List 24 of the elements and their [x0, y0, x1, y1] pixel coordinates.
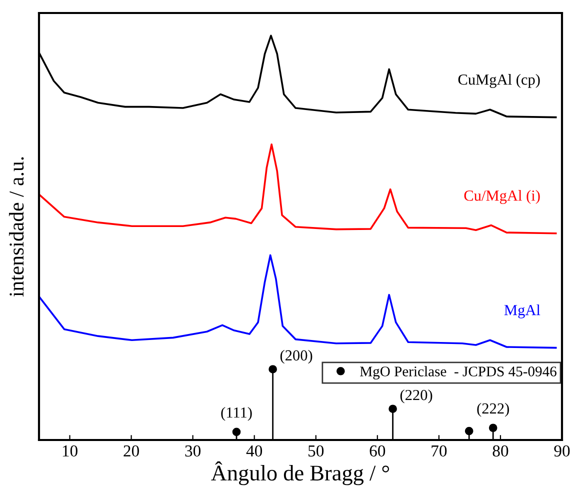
y-axis-title: intensidade / a.u. [8, 157, 24, 297]
legend-label: MgO Periclase - JCPDS 45-0946 [360, 366, 556, 380]
point [232, 428, 241, 436]
series-label: Cu/MgAl (i) [464, 190, 540, 204]
annotation: (222) [477, 402, 509, 417]
annotation: (111) [221, 406, 252, 421]
x-tick-label: 90 [554, 445, 570, 457]
annotation: (220) [400, 389, 432, 404]
x-tick-label: 30 [185, 445, 201, 457]
x-tick-label: 80 [492, 445, 508, 457]
point [488, 424, 498, 432]
x-axis-title: Ângulo de Bragg / ° [211, 461, 390, 486]
series-label: MgAl [504, 304, 540, 318]
point [388, 404, 397, 414]
x-tick-label: 40 [246, 445, 262, 457]
x-tick-label: 20 [124, 445, 139, 457]
x-tick-label: 50 [308, 445, 324, 457]
annotation: (200) [280, 350, 312, 364]
point [464, 426, 474, 436]
x-tick-label: 10 [62, 445, 78, 457]
x-tick-label: 60 [370, 445, 386, 457]
series-label: CuMgAl (cp) [458, 74, 540, 88]
point [268, 365, 277, 374]
x-tick-label: 70 [432, 445, 447, 457]
